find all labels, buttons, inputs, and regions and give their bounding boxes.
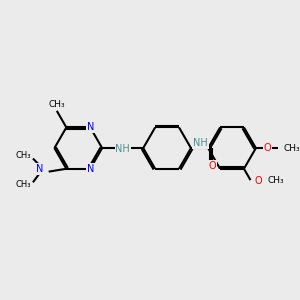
Text: O: O — [263, 143, 271, 153]
Text: CH₃: CH₃ — [16, 151, 31, 160]
Text: O: O — [208, 161, 216, 171]
Text: CH₃: CH₃ — [49, 100, 65, 109]
Text: NH: NH — [193, 138, 208, 148]
Text: O: O — [254, 176, 262, 186]
Text: CH₃: CH₃ — [284, 144, 300, 153]
Text: CH₃: CH₃ — [268, 176, 284, 184]
Text: NH: NH — [115, 144, 130, 154]
Text: N: N — [86, 164, 94, 174]
Text: CH₃: CH₃ — [16, 180, 31, 189]
Text: N: N — [36, 164, 43, 174]
Text: N: N — [86, 122, 94, 132]
